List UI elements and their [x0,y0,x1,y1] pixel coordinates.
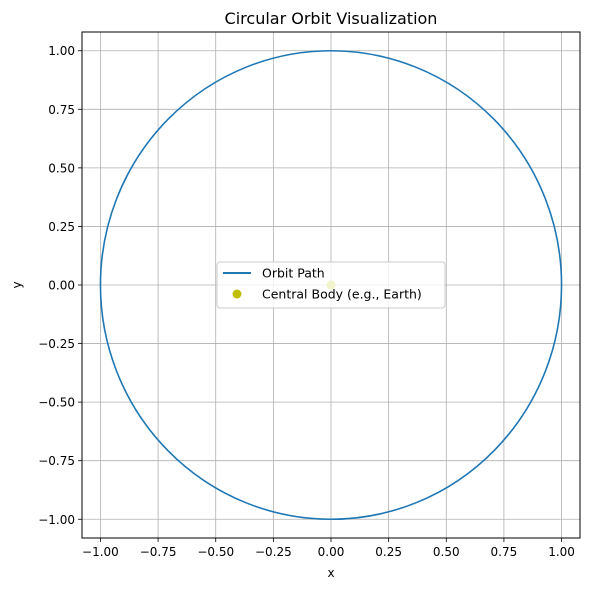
y-tick-label: −0.50 [38,396,75,410]
legend: Orbit Path Central Body (e.g., Earth) [216,261,446,309]
y-tick-label: −0.25 [38,337,75,351]
y-tick-label: −1.00 [38,513,75,527]
y-tick-label: 0.00 [48,279,75,293]
x-tick-label: −0.25 [255,545,292,559]
legend-central-body-label: Central Body (e.g., Earth) [262,287,422,302]
x-axis-label: x [327,566,334,580]
y-axis-label: y [10,281,24,288]
x-tick-label: 0.00 [318,545,345,559]
x-tick-label: 0.50 [433,545,460,559]
legend-orbit-label: Orbit Path [262,266,325,281]
y-tick-label: 0.50 [48,161,75,175]
x-tick-label: 0.75 [491,545,518,559]
y-tick-label: 0.75 [48,103,75,117]
y-tick-label: −0.75 [38,454,75,468]
x-tick-label: −1.00 [82,545,119,559]
x-tick-label: −0.50 [197,545,234,559]
x-tick-label: 0.25 [375,545,402,559]
legend-central-body-swatch [232,289,242,299]
legend-box [216,261,446,309]
x-tick-label: 1.00 [548,545,575,559]
y-tick-label: 0.25 [48,220,75,234]
x-axis-ticks: −1.00 −0.75 −0.50 −0.25 0.00 0.25 0.50 0.75 1.00 [82,538,575,559]
orbit-path-line [99,49,563,521]
x-tick-label: −0.75 [140,545,177,559]
y-axis-ticks: −1.00 −0.75 −0.50 −0.25 0.00 0.25 0.50 0.75 1.00 [38,44,82,527]
y-tick-label: 1.00 [48,44,75,58]
chart-title: Circular Orbit Visualization [225,9,438,28]
